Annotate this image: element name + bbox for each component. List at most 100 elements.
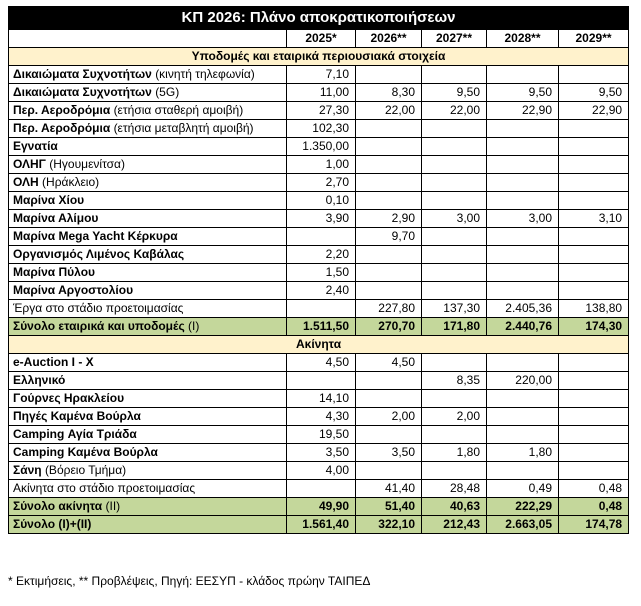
row-name: Εγνατία <box>13 139 58 153</box>
value-cell <box>486 155 559 174</box>
value-cell <box>557 281 630 300</box>
value-cell <box>355 173 422 192</box>
value-cell <box>557 137 630 156</box>
value-cell: 3,00 <box>421 209 487 228</box>
table-row: Ακίνητα στο στάδιο προετοιμασίας 41,40 28,… <box>8 479 630 498</box>
header-blank-cell <box>8 29 287 48</box>
value-cell <box>486 353 559 372</box>
row-label: Έργα στο στάδιο προετοιμασίας <box>8 299 287 318</box>
value-cell <box>355 461 422 480</box>
subtotal-value: 171,80 <box>421 317 487 336</box>
subtotal-value: 49,90 <box>286 497 356 516</box>
row-label: Εγνατία <box>8 137 287 156</box>
table-row: Μαρίνα Αργοστολίου 2,40 <box>8 281 630 300</box>
row-label: Περ. Αεροδρόμια (ετήσια σταθερή αμοιβή) <box>8 101 287 120</box>
row-name: Περ. Αεροδρόμια <box>13 121 111 135</box>
value-cell <box>557 263 630 282</box>
value-cell <box>557 155 630 174</box>
value-cell: 8,35 <box>421 371 487 390</box>
subtotal-suffix: (ΙΙ) <box>102 499 121 513</box>
value-cell: 11,00 <box>286 83 356 102</box>
value-cell <box>557 389 630 408</box>
table-row: Πηγές Καμένα Βούρλα 4,30 2,00 2,00 <box>8 407 630 426</box>
value-cell <box>486 245 559 264</box>
value-cell: 3,50 <box>355 443 422 462</box>
grand-total-value: 2.663,05 <box>486 515 559 534</box>
row-label: Μαρίνα Πύλου <box>8 263 287 282</box>
value-cell: 28,48 <box>421 479 487 498</box>
value-cell: 138,80 <box>557 299 630 318</box>
value-cell <box>557 65 630 84</box>
section-header: Ακίνητα <box>7 335 630 354</box>
table-row: Περ. Αεροδρόμια (ετήσια σταθερή αμοιβή) 2… <box>8 101 630 120</box>
row-name: ΟΛΗΓ <box>13 157 46 171</box>
value-cell <box>486 389 559 408</box>
value-cell <box>355 191 422 210</box>
value-cell: 3,00 <box>486 209 559 228</box>
grand-total-value: 212,43 <box>421 515 487 534</box>
subtotal-value: 222,29 <box>486 497 559 516</box>
year-2025: 2025* <box>286 29 356 48</box>
value-cell: 227,80 <box>355 299 422 318</box>
row-label: Δικαιώματα Συχνοτήτων (5G) <box>8 83 287 102</box>
row-name: Έργα στο στάδιο προετοιμασίας <box>13 301 184 315</box>
row-name: Γούρνες Ηρακλείου <box>13 391 125 405</box>
value-cell <box>355 155 422 174</box>
subtotal-label: Σύνολο ακίνητα (ΙΙ) <box>8 497 287 516</box>
subtotal-row: Σύνολο ακίνητα (ΙΙ) 49,90 51,40 40,63 222,29… <box>8 497 630 516</box>
value-cell <box>286 371 356 390</box>
value-cell <box>557 245 630 264</box>
value-cell <box>557 191 630 210</box>
row-label: ΟΛΗ (Ηράκλειο) <box>8 173 287 192</box>
value-cell <box>486 425 559 444</box>
row-label: Ελληνικό <box>8 371 287 390</box>
value-cell: 22,00 <box>421 101 487 120</box>
value-cell <box>557 173 630 192</box>
value-cell <box>355 263 422 282</box>
value-cell: 2,40 <box>286 281 356 300</box>
value-cell: 7,10 <box>286 65 356 84</box>
row-name: Περ. Αεροδρόμια <box>13 103 111 117</box>
value-cell: 22,90 <box>486 101 559 120</box>
row-note: (Ηράκλειο) <box>42 175 100 189</box>
subtotal-suffix: (Ι) <box>184 319 200 333</box>
value-cell <box>355 245 422 264</box>
value-cell <box>421 353 487 372</box>
value-cell: 4,50 <box>355 353 422 372</box>
row-name: Οργανισμός Λιμένος Καβάλας <box>13 247 185 261</box>
row-label: Μαρίνα Αλίμου <box>8 209 287 228</box>
row-name: Ακίνητα στο στάδιο προετοιμασίας <box>13 481 196 495</box>
table-row: Δικαιώματα Συχνοτήτων (5G) 11,00 8,30 9,50 9… <box>8 83 630 102</box>
value-cell: 2.405,36 <box>486 299 559 318</box>
subtotal-value: 2.440,76 <box>486 317 559 336</box>
row-note: (κινητή τηλεφωνία) <box>155 67 255 81</box>
value-cell: 220,00 <box>486 371 559 390</box>
value-cell: 41,40 <box>355 479 422 498</box>
table-row: Περ. Αεροδρόμια (ετήσια μεταβλητή αμοιβή… <box>8 119 630 138</box>
table-row: Μαρίνα Αλίμου 3,90 2,90 3,00 3,00 3,10 <box>8 209 630 228</box>
value-cell: 2,00 <box>421 407 487 426</box>
row-label: Πηγές Καμένα Βούρλα <box>8 407 287 426</box>
subtotal-value: 40,63 <box>421 497 487 516</box>
value-cell <box>486 173 559 192</box>
value-cell <box>557 119 630 138</box>
row-label: e-Auction I - X <box>8 353 287 372</box>
value-cell <box>355 137 422 156</box>
value-cell: 2,70 <box>286 173 356 192</box>
footnote: * Εκτιμήσεις, ** Προβλέψεις, Πηγή: ΕΕΣΥΠ… <box>8 574 371 588</box>
subtotal-value: 0,48 <box>557 497 630 516</box>
value-cell <box>286 479 356 498</box>
value-cell: 19,50 <box>286 425 356 444</box>
table-row: Οργανισμός Λιμένος Καβάλας 2,20 <box>8 245 630 264</box>
value-cell: 1,80 <box>486 443 559 462</box>
row-name: Δικαιώματα Συχνοτήτων <box>13 85 152 99</box>
value-cell: 27,30 <box>286 101 356 120</box>
row-label: Camping Καμένα Βούρλα <box>8 443 287 462</box>
value-cell: 14,10 <box>286 389 356 408</box>
value-cell <box>355 65 422 84</box>
value-cell <box>557 407 630 426</box>
value-cell: 102,30 <box>286 119 356 138</box>
row-label: Ακίνητα στο στάδιο προετοιμασίας <box>8 479 287 498</box>
value-cell <box>486 65 559 84</box>
value-cell <box>486 191 559 210</box>
